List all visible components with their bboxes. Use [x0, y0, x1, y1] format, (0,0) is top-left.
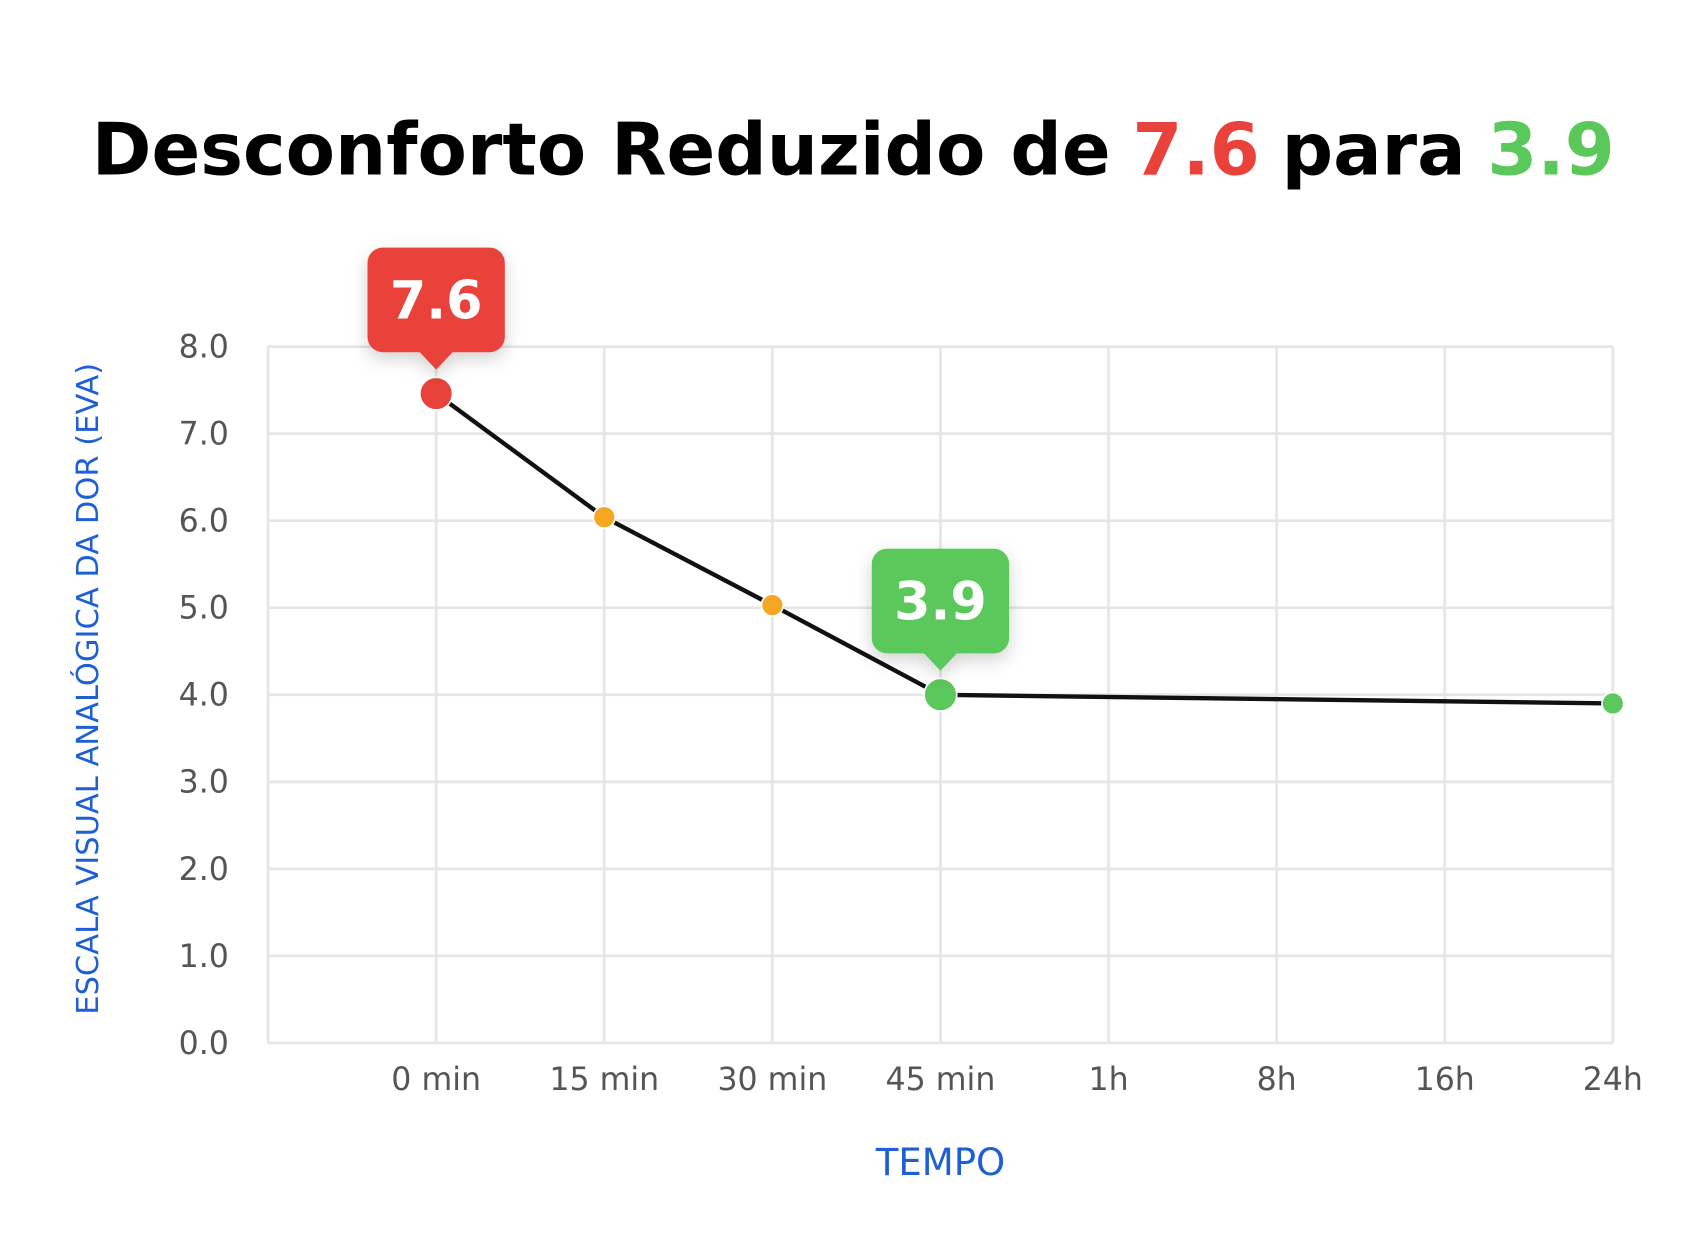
x-tick-label: 30 min [717, 1062, 827, 1098]
x-tick-label: 1h [1088, 1062, 1128, 1098]
callout-box [871, 548, 1010, 654]
line-segment [940, 692, 1613, 706]
data-point [760, 593, 785, 617]
y-tick-label: 7.0 [179, 417, 229, 453]
y-tick-label: 4.0 [179, 678, 229, 714]
y-tick-label: 2.0 [179, 852, 229, 888]
data-point [592, 505, 616, 529]
title-part: 7.6 [1132, 107, 1259, 191]
callout-label: 7.6 [390, 270, 483, 331]
x-tick-label: 24h [1583, 1062, 1643, 1098]
y-tick-label: 6.0 [179, 504, 229, 540]
y-tick-label: 5.0 [179, 591, 229, 627]
line-segment [434, 391, 606, 519]
data-point [419, 376, 454, 411]
title-part: para [1282, 107, 1466, 191]
y-tick-label: 0.0 [179, 1026, 229, 1062]
data-point [923, 677, 958, 712]
line-segment [771, 603, 942, 697]
x-tick-label: 15 min [549, 1062, 659, 1098]
y-tick-label: 3.0 [179, 765, 229, 801]
y-axis-title: ESCALA VISUAL ANALÓGICA DA DOR (EVA) [69, 363, 106, 1015]
callout: 3.9 [871, 548, 1010, 671]
y-tick-label: 8.0 [179, 330, 229, 366]
title-part: 3.9 [1487, 107, 1614, 191]
line-segment [603, 515, 774, 608]
title-part: Desconforto Reduzido de [92, 107, 1111, 191]
y-tick-label: 1.0 [179, 939, 229, 975]
callout-label: 3.9 [894, 572, 987, 633]
x-tick-label: 0 min [391, 1062, 481, 1098]
data-point [1601, 691, 1625, 716]
x-axis-title: TEMPO [875, 1141, 1006, 1184]
callout: 7.6 [367, 247, 505, 370]
callout-box [367, 247, 505, 353]
callout-pointer [923, 652, 958, 671]
chart-title: Desconforto Reduzido de 7.6 para 3.9 [92, 107, 1615, 191]
callout-pointer [418, 351, 454, 370]
x-tick-label: 8h [1257, 1062, 1297, 1098]
x-tick-label: 45 min [886, 1062, 996, 1098]
x-tick-label: 16h [1415, 1062, 1475, 1098]
